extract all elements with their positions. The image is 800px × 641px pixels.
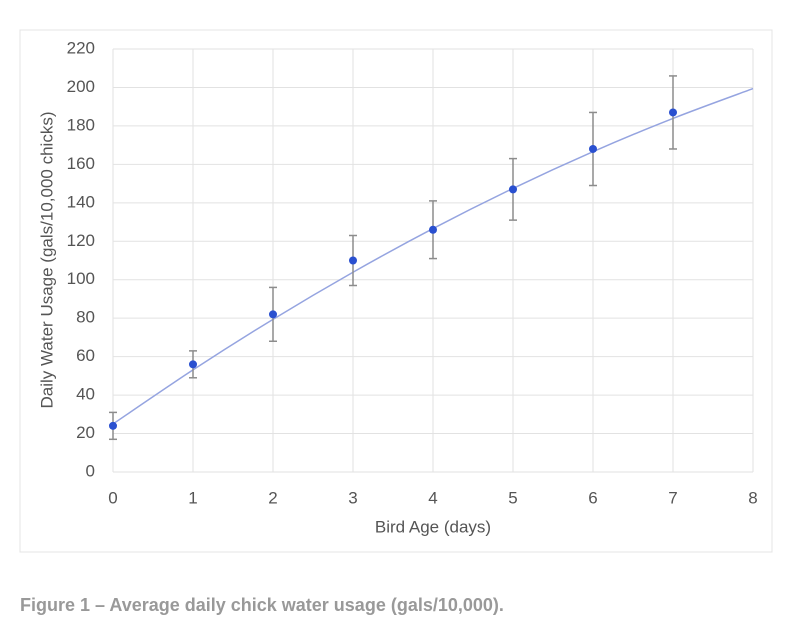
x-tick-label: 0: [108, 488, 117, 507]
y-tick-label: 20: [76, 423, 95, 442]
x-tick-label: 8: [748, 488, 757, 507]
y-tick-label: 220: [67, 38, 95, 57]
x-tick-label: 2: [268, 488, 277, 507]
y-tick-label: 100: [67, 269, 95, 288]
x-tick-label: 3: [348, 488, 357, 507]
data-point: [509, 185, 517, 194]
data-point: [269, 310, 277, 319]
data-point: [189, 360, 197, 369]
x-tick-label: 6: [588, 488, 597, 507]
x-tick-label: 7: [668, 488, 677, 507]
caption: Figure 1 – Average daily chick water usa…: [20, 595, 504, 615]
data-point: [669, 108, 677, 117]
y-tick-label: 40: [76, 385, 95, 404]
y-axis-title: Daily Water Usage (gals/10,000 chicks): [37, 112, 56, 409]
data-point: [109, 421, 117, 430]
data-point: [589, 144, 597, 153]
y-tick-label: 200: [67, 77, 95, 96]
chart-frame: [19, 29, 773, 553]
data-point: [429, 225, 437, 234]
data-point: [349, 256, 357, 265]
x-axis-title: Bird Age (days): [375, 517, 491, 536]
y-tick-label: 60: [76, 346, 95, 365]
y-tick-label: 80: [76, 308, 95, 327]
y-tick-label: 140: [67, 192, 95, 211]
y-tick-label: 180: [67, 115, 95, 134]
y-tick-label: 0: [86, 461, 95, 480]
x-tick-label: 4: [428, 488, 437, 507]
x-tick-label: 5: [508, 488, 517, 507]
y-tick-label: 160: [67, 154, 95, 173]
x-tick-label: 1: [188, 488, 197, 507]
y-tick-label: 120: [67, 231, 95, 250]
